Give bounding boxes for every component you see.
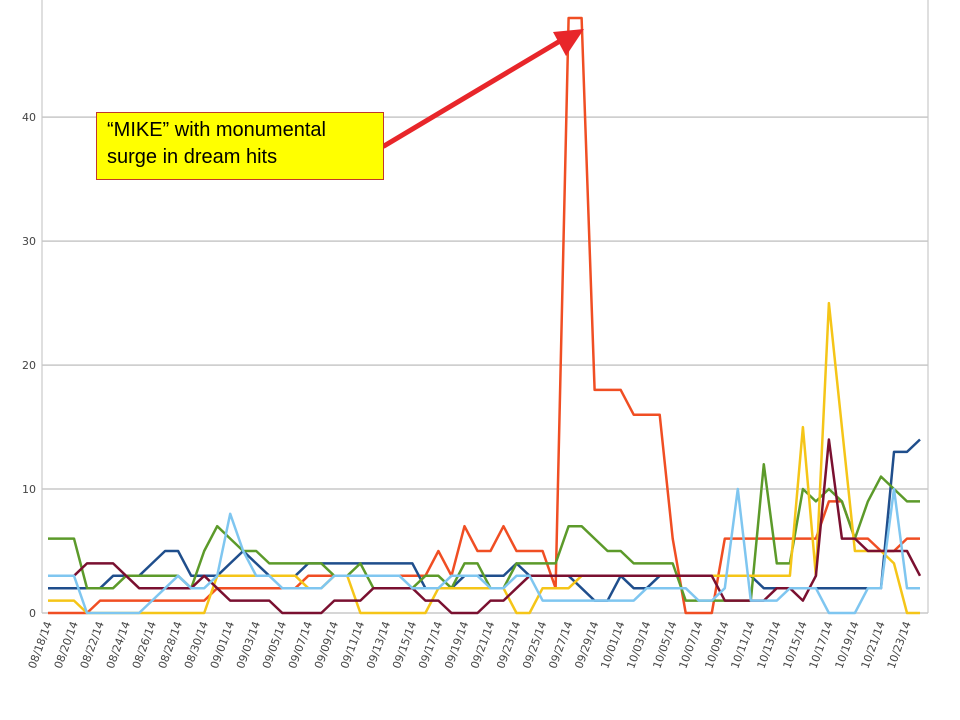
x-tick-label: 10/01/14 <box>598 620 627 671</box>
x-tick-label: 09/27/14 <box>546 620 575 671</box>
annotation-callout: “MIKE” with monumental surge in dream hi… <box>96 112 384 180</box>
x-tick-label: 08/30/14 <box>182 620 211 671</box>
x-tick-label: 10/09/14 <box>702 620 731 671</box>
x-tick-label: 09/07/14 <box>286 620 315 671</box>
x-tick-label: 10/21/14 <box>859 620 888 671</box>
x-tick-label: 08/20/14 <box>52 620 81 671</box>
x-tick-label: 09/11/14 <box>338 620 367 671</box>
x-tick-label: 10/15/14 <box>781 620 810 671</box>
y-axis-ticks: 0 10 20 30 40 <box>22 111 36 620</box>
x-tick-label: 09/21/14 <box>468 620 497 671</box>
y-tick-label: 10 <box>22 483 36 496</box>
x-tick-label: 09/25/14 <box>520 620 549 671</box>
x-tick-label: 09/13/14 <box>364 620 393 671</box>
x-tick-label: 09/29/14 <box>572 620 601 671</box>
annotation-text-line-1: “MIKE” with monumental <box>107 119 326 141</box>
series-line-1 <box>48 16 920 615</box>
arrow-line <box>381 38 563 149</box>
annotation-text-line-2: surge in dream hits <box>107 146 278 168</box>
x-axis-ticks: 08/18/1408/20/1408/22/1408/24/1408/26/14… <box>26 620 914 671</box>
x-tick-label: 08/24/14 <box>104 620 133 671</box>
x-tick-label: 08/28/14 <box>156 620 185 671</box>
x-tick-label: 09/23/14 <box>494 620 523 671</box>
x-tick-label: 09/05/14 <box>260 620 289 671</box>
x-tick-label: 10/17/14 <box>807 620 836 671</box>
arrow-head <box>553 29 584 56</box>
x-tick-label: 09/01/14 <box>208 620 237 671</box>
y-tick-label: 40 <box>22 111 36 124</box>
x-tick-label: 10/11/14 <box>729 620 758 671</box>
series-line-6 <box>48 487 920 615</box>
series-line-5 <box>48 438 922 615</box>
callout-arrow <box>381 29 584 149</box>
y-tick-label: 0 <box>29 607 36 620</box>
x-tick-label: 10/23/14 <box>885 620 914 671</box>
x-tick-label: 09/17/14 <box>416 620 445 671</box>
x-tick-label: 10/03/14 <box>624 620 653 671</box>
x-tick-label: 10/13/14 <box>755 620 784 671</box>
x-tick-label: 09/19/14 <box>442 620 471 671</box>
x-tick-label: 10/07/14 <box>676 620 705 671</box>
y-tick-label: 20 <box>22 359 36 372</box>
x-tick-label: 10/19/14 <box>833 620 862 671</box>
y-tick-label: 30 <box>22 235 36 248</box>
x-tick-label: 08/22/14 <box>78 620 107 671</box>
x-tick-label: 10/05/14 <box>650 620 679 671</box>
x-tick-label: 09/15/14 <box>390 620 419 671</box>
series-lines <box>48 16 922 615</box>
series-line-4 <box>48 301 920 615</box>
x-tick-label: 09/09/14 <box>312 620 341 671</box>
x-tick-label: 09/03/14 <box>234 620 263 671</box>
x-tick-label: 08/18/14 <box>26 620 55 671</box>
series-line-3 <box>48 463 920 602</box>
x-tick-label: 08/26/14 <box>130 620 159 671</box>
